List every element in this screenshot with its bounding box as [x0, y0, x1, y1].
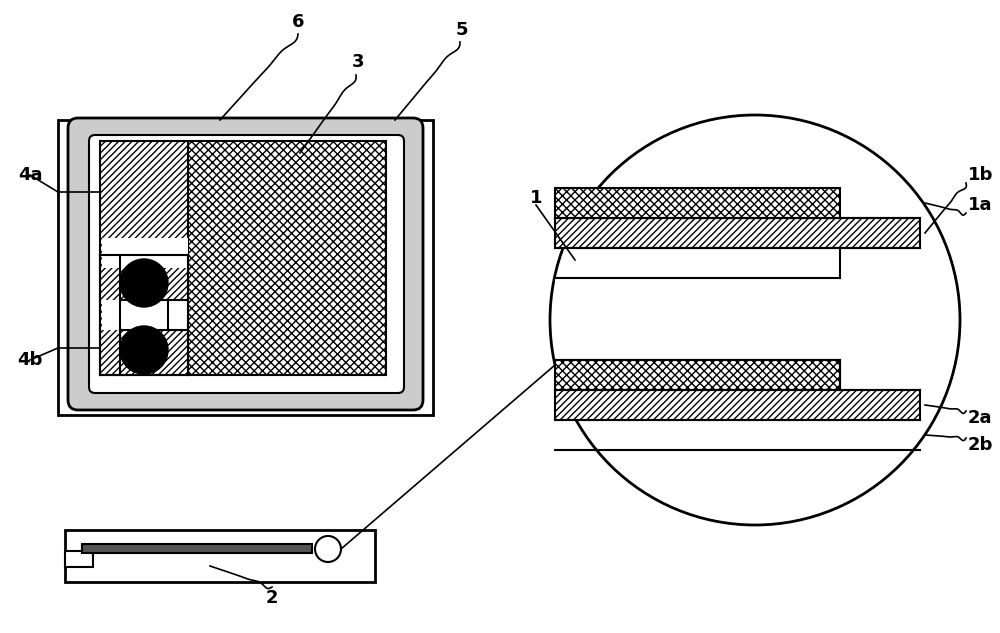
Bar	[65, 551, 93, 567]
Bar	[58, 120, 433, 415]
Bar	[188, 141, 386, 375]
Bar	[82, 544, 312, 553]
Bar	[555, 218, 920, 248]
Bar	[65, 530, 375, 582]
Bar	[100, 255, 188, 375]
Bar	[102, 238, 188, 268]
Text: 1: 1	[530, 189, 542, 207]
Text: 4b: 4b	[17, 351, 43, 369]
Text: 6: 6	[292, 13, 304, 31]
Bar	[555, 188, 840, 218]
Text: 2b: 2b	[968, 436, 993, 454]
Circle shape	[120, 326, 168, 374]
Bar	[102, 300, 188, 330]
Text: 2: 2	[266, 589, 278, 607]
Bar	[555, 360, 840, 390]
Circle shape	[315, 536, 341, 562]
Bar	[100, 141, 188, 255]
Bar	[555, 278, 920, 360]
Text: 4a: 4a	[18, 166, 42, 184]
Circle shape	[120, 259, 168, 307]
Text: 5: 5	[456, 21, 468, 39]
Circle shape	[550, 115, 960, 525]
Text: 3: 3	[352, 53, 364, 71]
Text: 1b: 1b	[968, 166, 993, 184]
Bar	[555, 390, 920, 420]
FancyBboxPatch shape	[89, 135, 404, 393]
Text: 2a: 2a	[968, 409, 992, 427]
FancyBboxPatch shape	[68, 118, 423, 410]
Text: 1a: 1a	[968, 196, 992, 214]
